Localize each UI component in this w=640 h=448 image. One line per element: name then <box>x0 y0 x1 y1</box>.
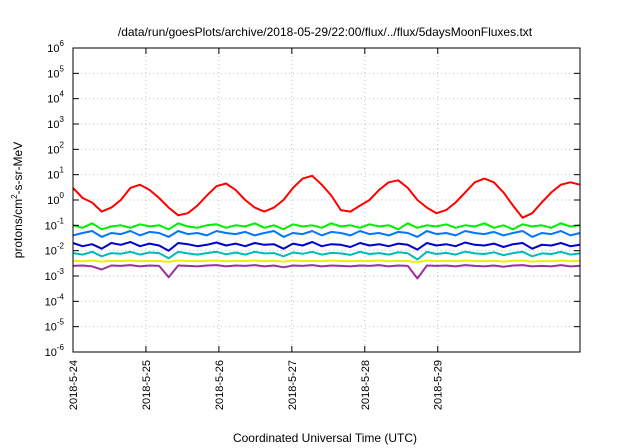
y-tick-label-exponent: 2 <box>60 140 65 149</box>
y-axis-label-tail: -s-sr-MeV <box>11 142 25 195</box>
gridlines <box>73 48 580 352</box>
y-tick-label: 10-1 <box>45 216 65 232</box>
x-axis-label: Coordinated Universal Time (UTC) <box>233 431 417 445</box>
y-tick-label: 10-4 <box>45 292 65 308</box>
x-tick-label: 2018-5-27 <box>287 360 299 410</box>
y-tick-label: 106 <box>47 39 64 55</box>
x-axis: 2018-5-24 2018-5-25 2018-5-26 2018-5-27 2018… <box>68 48 445 410</box>
y-tick-label-base: 10 <box>47 94 59 106</box>
y-tick-label-exponent: 4 <box>60 90 65 99</box>
y-tick-label-exponent: 6 <box>60 39 65 48</box>
y-tick-label-exponent: -4 <box>57 292 65 301</box>
y-tick-label: 10-5 <box>45 318 65 334</box>
y-tick-label-base: 10 <box>47 195 59 207</box>
y-tick-label-exponent: -1 <box>57 216 65 225</box>
y-tick-label-exponent: -2 <box>57 242 65 251</box>
y-tick-label: 102 <box>47 140 64 156</box>
y-tick-label: 101 <box>47 166 64 182</box>
series-line-5 <box>72 250 581 261</box>
y-tick-label-exponent: -5 <box>57 318 65 327</box>
y-axis-label-exp: 2 <box>10 194 19 199</box>
y-tick-label-base: 10 <box>47 68 59 80</box>
x-tick-label: 2018-5-25 <box>141 360 153 410</box>
series-line-7 <box>72 264 581 280</box>
y-tick-label: 10-6 <box>45 343 65 359</box>
y-tick-label-base: 10 <box>45 220 57 232</box>
chart-title: /data/run/goesPlots/archive/2018-05-29/2… <box>118 25 533 39</box>
x-tick-label: 2018-5-24 <box>68 360 80 410</box>
y-tick-label-base: 10 <box>47 170 59 182</box>
y-tick-label-base: 10 <box>45 246 57 258</box>
y-tick-label: 10-2 <box>45 242 65 258</box>
y-tick-label-base: 10 <box>45 347 57 359</box>
y-axis-label-base: protons/cm <box>11 199 25 258</box>
series-line-2 <box>72 222 581 231</box>
y-tick-label: 103 <box>47 115 64 131</box>
y-tick-label-exponent: 1 <box>60 166 65 175</box>
y-tick-label: 10-3 <box>45 267 65 283</box>
y-tick-label: 104 <box>47 90 64 106</box>
series-line-4 <box>72 241 581 252</box>
series-group <box>72 174 581 280</box>
y-tick-label-exponent: 3 <box>60 115 65 124</box>
y-tick-label: 100 <box>47 191 64 207</box>
y-tick-label-base: 10 <box>47 119 59 131</box>
y-tick-label-base: 10 <box>45 296 57 308</box>
y-tick-label-base: 10 <box>45 322 57 334</box>
y-tick-label-exponent: -3 <box>57 267 65 276</box>
series-line-6 <box>72 259 581 264</box>
y-axis: 10-610-510-410-310-210-11001011021031041… <box>45 39 580 359</box>
series-line-1 <box>72 174 581 219</box>
x-tick-label: 2018-5-29 <box>433 360 445 410</box>
y-tick-label-base: 10 <box>47 144 59 156</box>
x-tick-label: 2018-5-26 <box>214 360 226 410</box>
y-tick-label-base: 10 <box>47 43 59 55</box>
y-tick-label-base: 10 <box>45 271 57 283</box>
y-tick-label-exponent: -6 <box>57 343 65 352</box>
x-tick-label: 2018-5-28 <box>360 360 372 410</box>
y-tick-label-exponent: 5 <box>60 64 65 73</box>
series-line-3 <box>72 230 581 238</box>
y-axis-label: protons/cm2-s-sr-MeV <box>10 142 25 258</box>
y-tick-label-exponent: 0 <box>60 191 65 200</box>
y-tick-label: 105 <box>47 64 64 80</box>
